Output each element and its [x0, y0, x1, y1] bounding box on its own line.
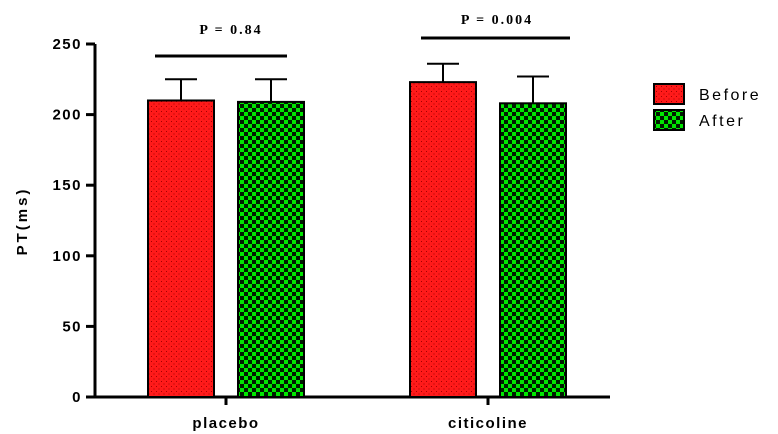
y-tick-label: 250	[52, 36, 82, 53]
legend-swatch-before	[653, 83, 685, 105]
significance-annotations: P = 0.84 P = 0.004	[155, 13, 570, 58]
y-ticks: 0 50 100 150 200 250	[52, 36, 95, 406]
p-value-placebo: P = 0.84	[199, 23, 262, 38]
y-tick-label: 150	[52, 177, 82, 194]
bar-after-citicoline	[499, 102, 567, 399]
y-axis-title: PT(ms)	[14, 187, 31, 256]
y-tick-label: 200	[52, 107, 82, 124]
legend: Before After	[653, 83, 761, 131]
y-tick-label: 50	[62, 318, 82, 335]
x-tick-label-citicoline: citicoline	[448, 415, 528, 432]
legend-swatch-after	[653, 109, 685, 131]
x-ticks: placebo citicoline	[192, 397, 528, 432]
error-bars	[165, 62, 549, 104]
legend-label-after: After	[699, 113, 745, 130]
y-tick-label: 0	[72, 389, 82, 406]
p-value-citicoline: P = 0.004	[461, 13, 533, 28]
x-tick-label-placebo: placebo	[192, 415, 259, 432]
bar-before-placebo	[147, 99, 215, 398]
bar-after-placebo	[237, 100, 305, 398]
bars	[147, 81, 567, 399]
y-tick-label: 100	[52, 248, 82, 265]
bar-before-citicoline	[409, 81, 477, 399]
legend-label-before: Before	[699, 87, 761, 104]
